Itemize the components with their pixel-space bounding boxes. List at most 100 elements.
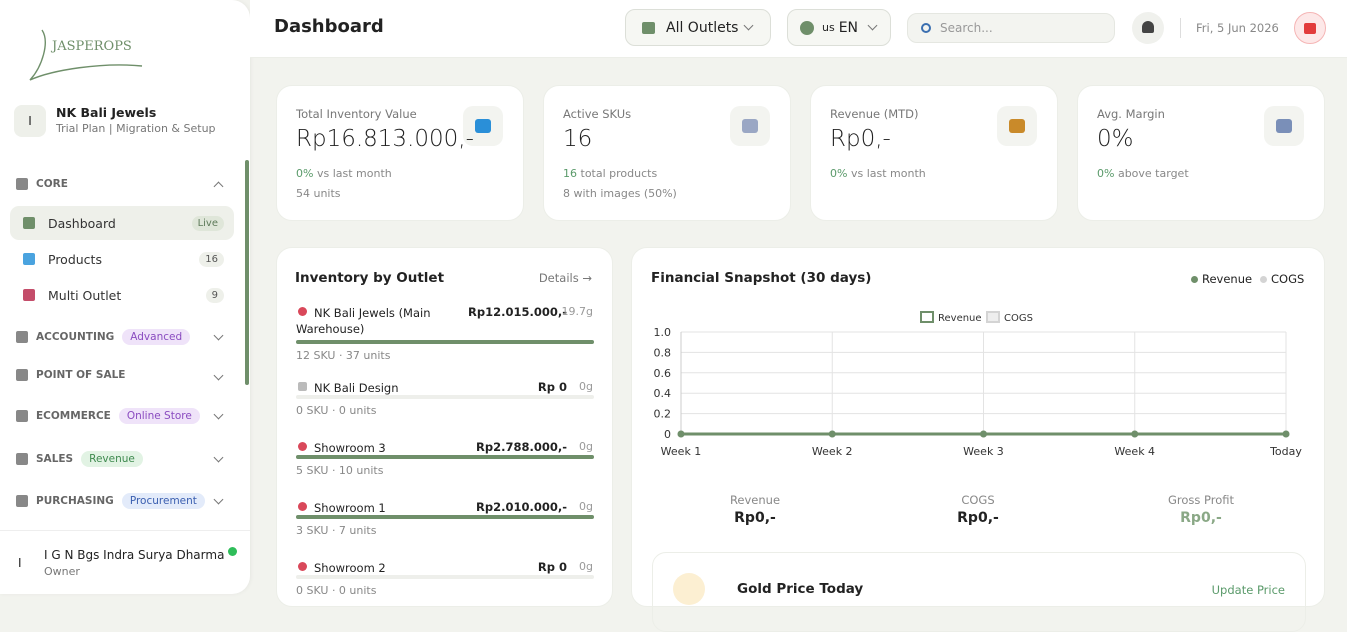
y-tick-label: 0.6 [654,367,672,380]
stat-change: 16 total products [563,167,657,180]
stat-card: Revenue (MTD) Rp0,- 0% vs last month [810,85,1058,221]
x-tick-label: Today [1269,445,1302,458]
change-value: 16 [563,167,577,180]
stat-change: 0% vs last month [296,167,392,180]
section-label: POINT OF SALE [36,369,126,381]
outlet-name: NK Bali Jewels (Main Warehouse) [296,306,431,336]
y-tick-label: 0.2 [654,408,672,421]
lang-select[interactable]: us EN [787,9,891,46]
lang-flag: us [822,21,835,34]
update-price[interactable]: Update Price [1211,583,1285,597]
point [677,430,685,438]
search-placeholder: Search... [940,21,993,35]
outlet-bar [296,340,594,344]
legend-label: COGS [1271,272,1305,286]
nav-icon [23,289,35,301]
outlet-meta: 0 SKU · 0 units [296,584,377,597]
nav-item[interactable]: Products 16 [10,242,234,276]
x-tick-label: Week 4 [1114,445,1155,458]
legend-label: Revenue [1202,272,1253,286]
section-badge: Revenue [81,451,143,467]
nav-item[interactable]: Multi Outlet 9 [10,278,234,312]
org-avatar: I [14,105,46,137]
stat-card: Active SKUs 16 16 total products 8 with ima… [543,85,791,221]
nav-badge: 16 [199,251,224,267]
section-label: PURCHASING [36,495,114,507]
y-tick-label: 0.8 [654,346,672,359]
section-badge: Advanced [122,329,191,345]
stat-label: Active SKUs [563,107,632,121]
outlet-bar [296,455,594,459]
outlet-bar [296,515,594,519]
stat-value: 16 [563,126,593,152]
nav-section[interactable]: ECOMMERCE Online Store [16,408,228,424]
summary-label: COGS [961,493,995,507]
logo: JASPEROPS [29,29,143,81]
chart: Revenue COGS 0 0.2 0.4 0.6 0.8 1.0 Week 1 Week 2 W… [654,311,1302,458]
outlet-weight: 19.7g [561,305,593,318]
section-icon [16,410,28,422]
nav-section[interactable]: PURCHASING Procurement [16,493,228,509]
outlet-weight: 0g [579,500,593,513]
outlet-name: Showroom 1 [314,501,386,515]
chevron [213,452,224,463]
stat-icon-glyph [1276,119,1292,133]
stat-extra: 8 with images (50%) [563,187,677,200]
nav-section[interactable]: SALES Revenue [16,451,228,467]
nav-icon [23,253,35,265]
summary-value: Rp0,- [957,510,999,526]
stat-label: Total Inventory Value [296,107,417,121]
gold-icon [673,573,705,605]
stat-extra: 54 units [296,187,341,200]
nav-section[interactable]: ACCOUNTING Advanced [16,329,228,345]
point [1282,430,1290,438]
outlet-value: Rp12.015.000,- [468,305,567,319]
chevron [213,370,224,381]
nav-badge: Live [191,215,224,231]
nav-item[interactable]: Dashboard Live [10,206,234,240]
legend-item: COGS [1260,272,1304,286]
outlet-value: Rp2.010.000,- [476,500,567,514]
legend-swatch [986,311,1000,323]
summary-label: Gross Profit [1167,493,1235,507]
y-tick-label: 0 [664,428,671,441]
y-tick-label: 1.0 [654,326,672,339]
topbar: Dashboard All Outlets us EN Search... Fri… [250,0,1347,58]
x-tick-label: Week 3 [963,445,1004,458]
section-badge: Online Store [118,408,200,424]
outlet-meta: 12 SKU · 37 units [296,349,391,362]
stat-icon-glyph [1009,119,1025,133]
stat-value: Rp0,- [830,126,891,152]
panel-title: Financial Snapshot (30 days) [651,270,872,286]
outlet-bar-track [296,395,594,399]
gold-title: Gold Price Today [737,581,864,597]
outlet-icon [298,442,307,451]
chevron [213,409,224,420]
nav-label: Multi Outlet [48,287,122,303]
change-value: 0% [830,167,848,180]
x-tick-label: Week 2 [812,445,853,458]
outlet-select[interactable]: All Outlets [625,9,771,46]
stat-label: Avg. Margin [1097,107,1165,121]
outlet-name: Showroom 3 [314,441,386,455]
scrollbar [245,160,249,385]
nav-section[interactable]: POINT OF SALE [16,369,228,381]
summary-value: Rp0,- [1180,510,1222,526]
nav-label: Dashboard [48,215,116,231]
outlet-meta: 3 SKU · 7 units [296,524,377,537]
user-avatar: I [18,556,22,570]
search[interactable]: Search... [907,13,1115,43]
logout[interactable] [1294,12,1326,44]
notifications[interactable] [1132,12,1164,44]
section-core[interactable]: CORE [16,178,228,192]
stat-change: 0% above target [1097,167,1189,180]
stat-label: Revenue (MTD) [830,107,919,121]
user-role: Owner [44,565,80,578]
stat-value: Rp16.813.000,- [296,126,474,152]
outlet-label: All Outlets [666,19,739,36]
details-link[interactable]: Details → [538,271,592,285]
gold-card: Gold Price Today Update Price [652,552,1306,632]
change-value: 0% [296,167,314,180]
stat-icon-glyph [475,119,491,133]
